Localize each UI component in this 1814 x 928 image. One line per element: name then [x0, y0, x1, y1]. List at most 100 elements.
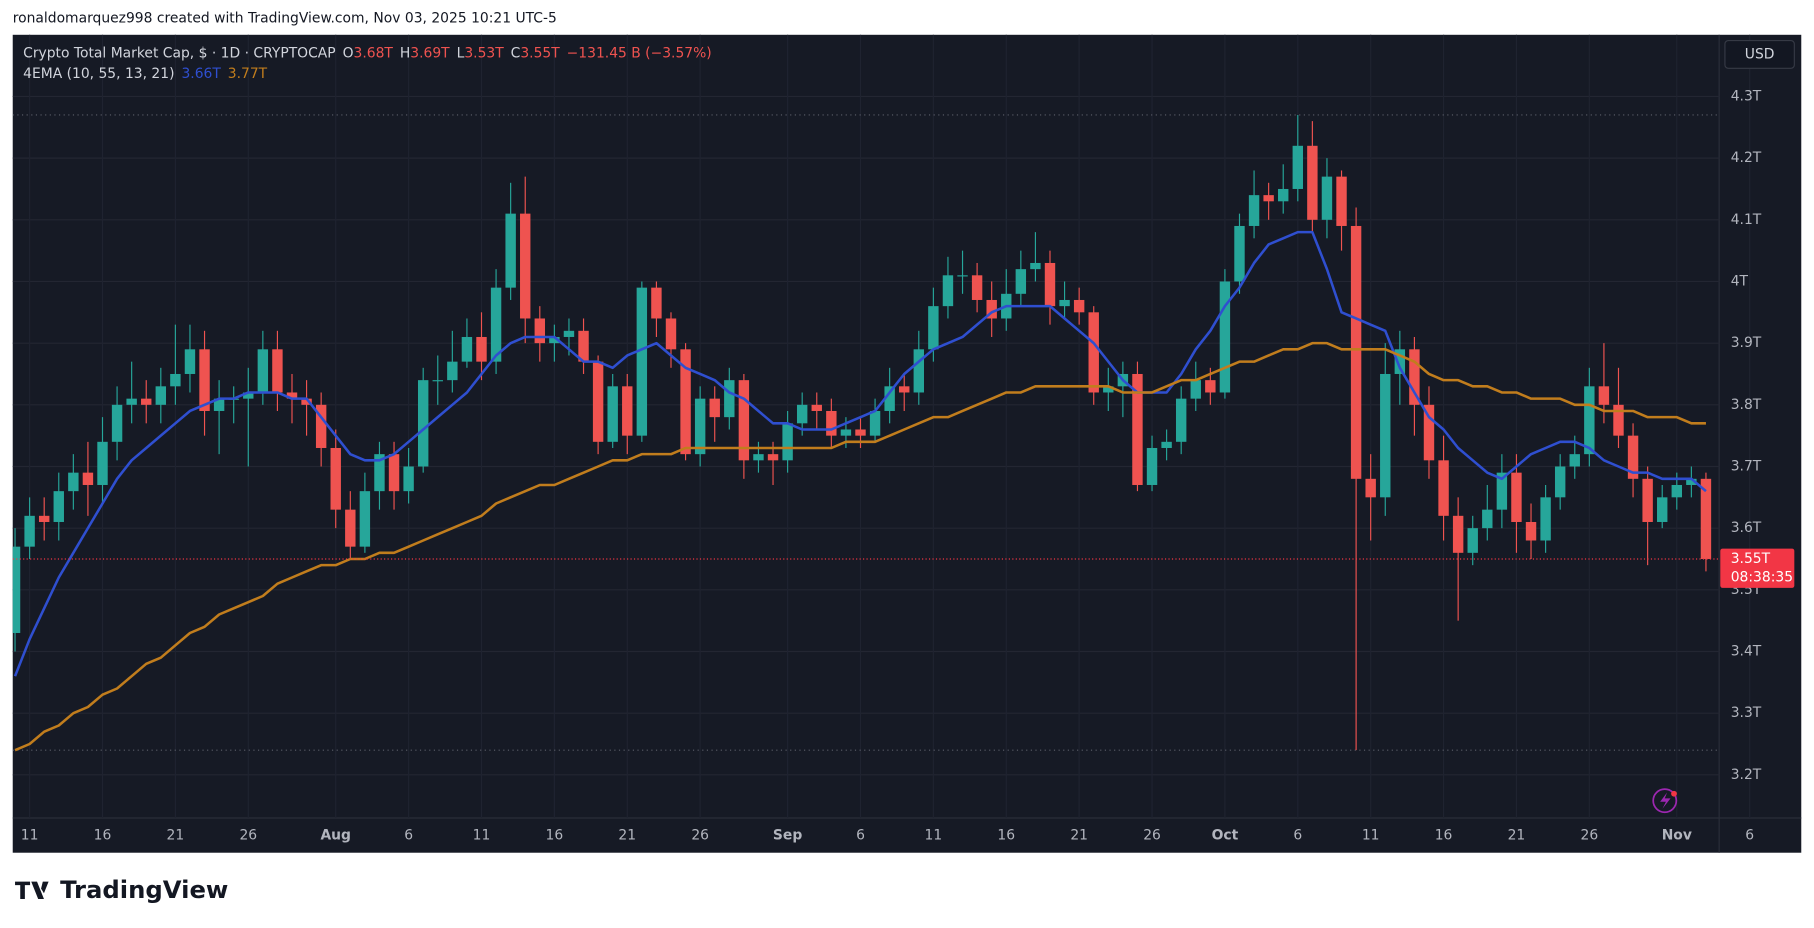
candle-body — [184, 349, 196, 374]
candle-body — [1365, 478, 1376, 498]
candle-body — [1205, 380, 1216, 393]
legend-change: −131.45 B (−3.57%) — [567, 45, 712, 61]
candle-body — [1190, 380, 1201, 399]
candle-body — [869, 410, 881, 436]
y-tick-label: 3.4T — [1731, 643, 1762, 659]
legend-line: Crypto Total Market Cap, $ · 1D · CRYPTO… — [23, 45, 712, 61]
candle-body — [1278, 188, 1289, 202]
candle-body — [1248, 195, 1260, 226]
candle-body — [243, 392, 254, 399]
candle-body — [301, 398, 312, 405]
candle-body — [724, 380, 735, 418]
candle-body — [1234, 225, 1245, 282]
candle-body — [796, 404, 808, 424]
logo-text: TradingView — [60, 875, 228, 904]
candle-body — [359, 491, 371, 547]
candle-body — [694, 398, 706, 455]
candle-body — [665, 318, 677, 350]
alert-bolt — [1660, 792, 1671, 809]
candle-body — [111, 404, 123, 442]
candle-body — [709, 398, 720, 418]
candle-body — [1059, 299, 1070, 307]
y-tick-label: 4.2T — [1731, 150, 1762, 166]
candle-body — [1613, 404, 1624, 436]
candle-body — [855, 429, 866, 436]
candle-body — [1132, 373, 1143, 485]
candle-body — [315, 404, 327, 448]
y-tick-label: 4.3T — [1731, 88, 1762, 104]
candle-body — [272, 349, 283, 393]
candle-body — [417, 380, 429, 467]
candle-body — [1307, 145, 1318, 220]
x-tick-label: 16 — [997, 827, 1015, 843]
legend-value: 3.68T — [354, 45, 394, 61]
currency-button[interactable] — [1724, 40, 1795, 69]
x-tick-label: 21 — [1070, 827, 1088, 843]
candle-body — [826, 410, 837, 436]
candle-body — [1015, 269, 1027, 294]
legend-value: 3.53T — [464, 45, 504, 61]
candle-body — [520, 213, 531, 319]
x-tick-label: 26 — [691, 827, 709, 843]
candle-body — [549, 336, 560, 344]
y-tick-label: 3.9T — [1731, 335, 1762, 351]
candle-body — [738, 380, 750, 461]
candle-body — [213, 398, 225, 411]
legend-label: C — [511, 45, 521, 61]
candle-body — [1044, 262, 1056, 307]
candle-body — [782, 423, 793, 461]
candle-body — [53, 491, 64, 522]
y-tick-label: 3.6T — [1731, 520, 1762, 536]
x-tick-label: 21 — [1508, 827, 1526, 843]
candle-body — [1569, 454, 1580, 467]
candle-body — [1438, 460, 1449, 516]
legend-label: O — [343, 45, 354, 61]
x-tick-label: 21 — [167, 827, 185, 843]
candle-body — [1584, 386, 1595, 455]
candle-body — [1423, 404, 1435, 461]
x-tick-label: 26 — [239, 827, 257, 843]
indicator-value: 3.66T — [181, 66, 221, 82]
x-tick-label: 21 — [618, 827, 636, 843]
indicator-value: 3.77T — [228, 66, 268, 82]
x-tick-label: 16 — [546, 827, 564, 843]
candle-body — [767, 454, 779, 461]
alert-icon[interactable] — [1652, 788, 1678, 814]
candle-body — [534, 318, 546, 344]
legend-symbol: Crypto Total Market Cap, $ · 1D · CRYPTO… — [23, 45, 336, 61]
candle-body — [680, 349, 691, 455]
candle-body — [1350, 225, 1362, 479]
candle-body — [1088, 312, 1099, 393]
y-tick-label: 4.1T — [1731, 212, 1762, 228]
legend-value: 3.55T — [520, 45, 560, 61]
x-tick-label: Sep — [773, 827, 802, 843]
x-tick-label: 11 — [925, 827, 943, 843]
y-tick-label: 3.2T — [1731, 767, 1762, 783]
candle-body — [1482, 509, 1493, 529]
candle-body — [330, 447, 341, 510]
candle-body — [1073, 299, 1085, 313]
alert-dot — [1671, 790, 1677, 797]
candle-body — [1030, 262, 1041, 270]
currency[interactable]: USD — [1745, 46, 1775, 62]
candle-body — [1336, 176, 1347, 226]
legend-label: L — [457, 45, 465, 61]
ema-line — [14, 341, 1706, 752]
candle-body — [1657, 497, 1668, 522]
candle-body — [971, 275, 983, 300]
candle-body — [257, 349, 269, 393]
price-tag-box — [1720, 548, 1795, 588]
x-tick-label: Aug — [320, 827, 351, 843]
header: ronaldomarquez998 created with TradingVi… — [13, 11, 557, 27]
candle-body — [12, 546, 21, 633]
indicator-name: 4EMA (10, 55, 13, 21) — [23, 66, 174, 82]
candle-body — [505, 213, 516, 288]
candle-body — [490, 287, 502, 362]
candle-body — [155, 386, 167, 405]
candle-body — [374, 454, 385, 492]
candle-body — [1686, 478, 1697, 485]
candle-body — [1496, 472, 1508, 510]
legend-value: 3.69T — [410, 45, 450, 61]
candle-body — [1146, 447, 1158, 485]
